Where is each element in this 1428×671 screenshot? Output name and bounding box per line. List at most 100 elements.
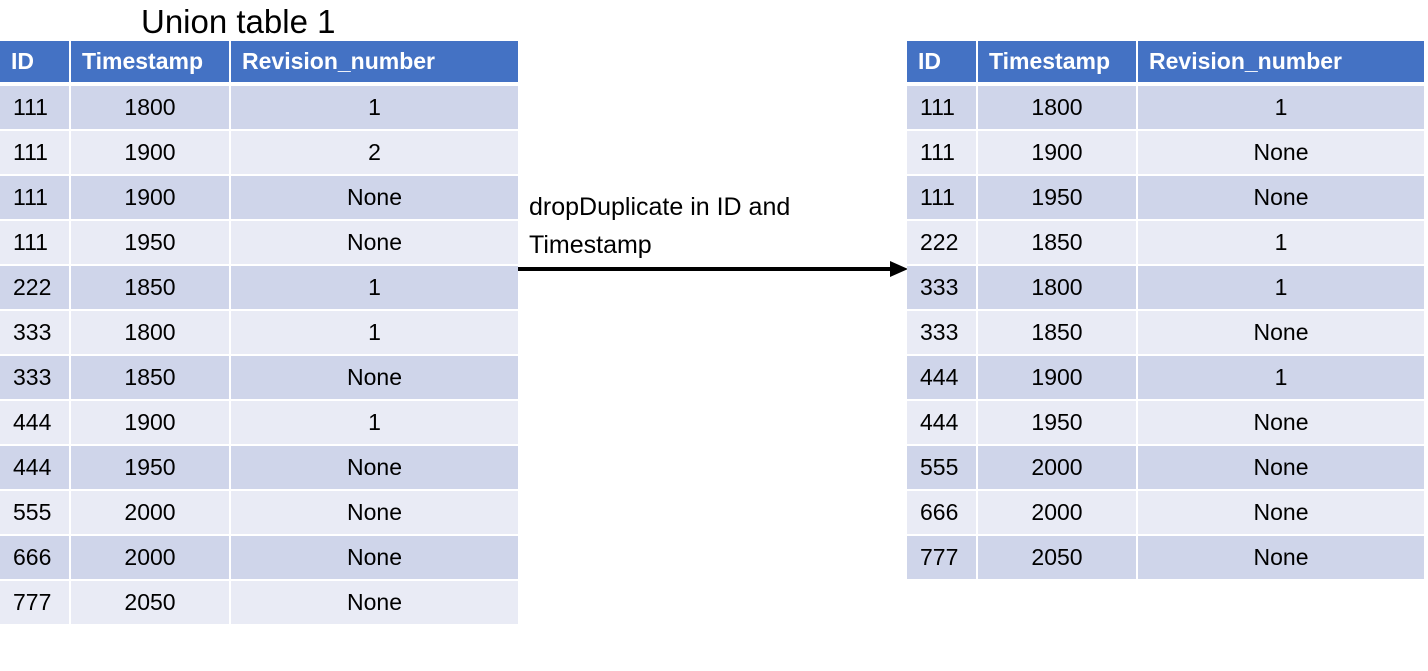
cell-id: 333: [0, 311, 71, 356]
table-row: 444 1900 1: [0, 401, 518, 446]
table-row: 777 2050 None: [907, 536, 1424, 581]
table-row: 777 2050 None: [0, 581, 518, 626]
cell-id: 111: [0, 86, 71, 131]
cell-id: 111: [907, 176, 978, 221]
cell-id: 444: [907, 401, 978, 446]
cell-timestamp: 2000: [978, 491, 1138, 536]
cell-timestamp: 1800: [71, 311, 231, 356]
cell-id: 222: [907, 221, 978, 266]
cell-revision-number: None: [1138, 401, 1424, 446]
cell-id: 111: [907, 86, 978, 131]
cell-id: 111: [0, 221, 71, 266]
table-row: 444 1950 None: [0, 446, 518, 491]
cell-id: 666: [907, 491, 978, 536]
union-table-title: Union table 1: [141, 3, 336, 40]
cell-timestamp: 1950: [71, 446, 231, 491]
cell-revision-number: None: [1138, 131, 1424, 176]
table-row: 333 1800 1: [907, 266, 1424, 311]
cell-timestamp: 1850: [71, 266, 231, 311]
cell-revision-number: 1: [231, 401, 518, 446]
cell-id: 444: [0, 446, 71, 491]
cell-timestamp: 1950: [71, 221, 231, 266]
table-row: 333 1850 None: [0, 356, 518, 401]
table-row: 111 1950 None: [0, 221, 518, 266]
table-row: 666 2000 None: [907, 491, 1424, 536]
cell-id: 111: [0, 176, 71, 221]
cell-id: 222: [0, 266, 71, 311]
table-row: 333 1850 None: [907, 311, 1424, 356]
table-row: 111 1900 None: [0, 176, 518, 221]
cell-timestamp: 2000: [71, 536, 231, 581]
cell-revision-number: 1: [1138, 266, 1424, 311]
cell-timestamp: 1850: [978, 311, 1138, 356]
cell-timestamp: 1900: [71, 401, 231, 446]
table-row: 111 1800 1: [0, 86, 518, 131]
table-row: 111 1800 1: [907, 86, 1424, 131]
cell-id: 555: [907, 446, 978, 491]
cell-timestamp: 1950: [978, 401, 1138, 446]
header-row: ID Timestamp Revision_number: [907, 41, 1424, 86]
table-row: 444 1950 None: [907, 401, 1424, 446]
cell-timestamp: 2050: [71, 581, 231, 626]
cell-revision-number: None: [231, 356, 518, 401]
cell-revision-number: 1: [231, 266, 518, 311]
cell-revision-number: None: [231, 536, 518, 581]
cell-revision-number: None: [231, 446, 518, 491]
cell-timestamp: 1900: [71, 176, 231, 221]
cell-revision-number: 1: [1138, 86, 1424, 131]
table-row: 111 1900 2: [0, 131, 518, 176]
cell-id: 777: [907, 536, 978, 581]
cell-revision-number: None: [1138, 446, 1424, 491]
cell-revision-number: 1: [231, 86, 518, 131]
cell-timestamp: 2000: [978, 446, 1138, 491]
table-row: 111 1900 None: [907, 131, 1424, 176]
cell-id: 333: [907, 311, 978, 356]
cell-timestamp: 2000: [71, 491, 231, 536]
cell-id: 444: [907, 356, 978, 401]
table-row: 666 2000 None: [0, 536, 518, 581]
table-body: 111 1800 1 111 1900 None 111 1950 None 222 1850 1 33…: [907, 86, 1424, 581]
table-body: 111 1800 1 111 1900 2 111 1900 None 111 1950 None 22…: [0, 86, 518, 626]
table-row: 111 1950 None: [907, 176, 1424, 221]
cell-revision-number: 1: [1138, 356, 1424, 401]
column-header-revision-number: Revision_number: [231, 41, 518, 86]
header-row: ID Timestamp Revision_number: [0, 41, 518, 86]
arrow-right-icon: [518, 261, 908, 277]
cell-revision-number: None: [231, 581, 518, 626]
cell-revision-number: None: [1138, 176, 1424, 221]
cell-revision-number: 2: [231, 131, 518, 176]
cell-timestamp: 1800: [978, 266, 1138, 311]
cell-revision-number: None: [1138, 311, 1424, 356]
table-row: 222 1850 1: [0, 266, 518, 311]
column-header-timestamp: Timestamp: [978, 41, 1138, 86]
cell-timestamp: 1900: [978, 131, 1138, 176]
cell-revision-number: None: [231, 221, 518, 266]
cell-timestamp: 1800: [978, 86, 1138, 131]
cell-revision-number: None: [1138, 491, 1424, 536]
cell-revision-number: 1: [1138, 221, 1424, 266]
cell-id: 111: [907, 131, 978, 176]
cell-id: 333: [907, 266, 978, 311]
cell-timestamp: 1900: [978, 356, 1138, 401]
cell-timestamp: 1850: [978, 221, 1138, 266]
cell-timestamp: 1900: [71, 131, 231, 176]
cell-timestamp: 2050: [978, 536, 1138, 581]
cell-timestamp: 1950: [978, 176, 1138, 221]
cell-timestamp: 1850: [71, 356, 231, 401]
cell-id: 555: [0, 491, 71, 536]
table-row: 555 2000 None: [0, 491, 518, 536]
cell-revision-number: None: [231, 491, 518, 536]
cell-revision-number: None: [1138, 536, 1424, 581]
table-row: 444 1900 1: [907, 356, 1424, 401]
table-row: 333 1800 1: [0, 311, 518, 356]
cell-id: 111: [0, 131, 71, 176]
cell-id: 444: [0, 401, 71, 446]
cell-revision-number: None: [231, 176, 518, 221]
column-header-id: ID: [907, 41, 978, 86]
cell-id: 333: [0, 356, 71, 401]
column-header-revision-number: Revision_number: [1138, 41, 1424, 86]
cell-id: 666: [0, 536, 71, 581]
union-table: ID Timestamp Revision_number 111 1800 1 111…: [0, 41, 518, 626]
cell-timestamp: 1800: [71, 86, 231, 131]
table-row: 555 2000 None: [907, 446, 1424, 491]
